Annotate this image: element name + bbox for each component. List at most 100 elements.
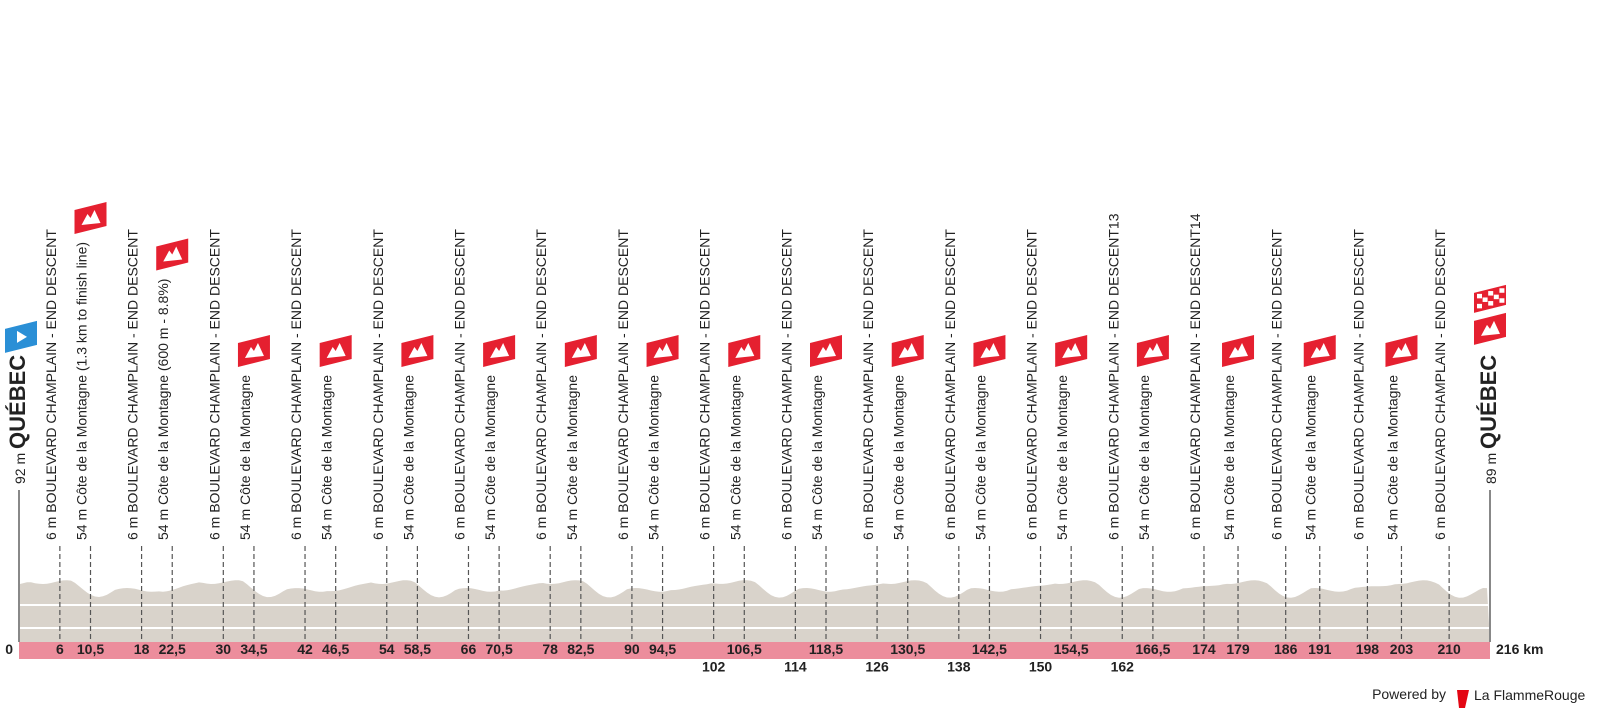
km-label: 154,5 (1054, 641, 1089, 657)
waypoint-label: 6 m BOULEVARD CHAMPLAIN - END DESCENT (697, 229, 713, 540)
km-label: 166,5 (1135, 641, 1170, 657)
climb-icon (1055, 335, 1088, 367)
waypoint-label: 6 m BOULEVARD CHAMPLAIN - END DESCENT (1432, 229, 1448, 540)
km-bar (19, 642, 1490, 659)
km-label: 130,5 (890, 641, 925, 657)
km-label: 138 (947, 659, 971, 675)
mountain (898, 343, 918, 358)
km-label: 30 (216, 641, 232, 657)
mountain (1229, 343, 1249, 358)
km-label: 162 (1111, 659, 1135, 675)
climb-icon (1222, 335, 1255, 367)
waypoint-label: 54 m Côte de la Montagne (1384, 375, 1400, 540)
brand-logo (1457, 690, 1469, 708)
waypoint-label: 6 m BOULEVARD CHAMPLAIN - END DESCENT (1024, 229, 1040, 540)
km-label: 94,5 (649, 641, 676, 657)
waypoint-label: 6 m BOULEVARD CHAMPLAIN - END DESCENT (778, 229, 794, 540)
climb-icon (483, 335, 516, 367)
climb-icon (1474, 312, 1506, 345)
waypoint-label: 54 m Côte de la Montagne (482, 375, 498, 540)
km-label: 126 (865, 659, 889, 675)
check (1493, 294, 1499, 300)
waypoint-label: 6 m BOULEVARD CHAMPLAIN - END DESCENT (1269, 229, 1285, 540)
climb-icon (319, 335, 352, 367)
waypoint-label: 6 m BOULEVARD CHAMPLAIN - END DESCENT (1350, 229, 1366, 540)
climb-icon (1136, 335, 1169, 367)
check (1499, 298, 1505, 303)
waypoint-label: 6 m BOULEVARD CHAMPLAIN - END DESCENT (43, 229, 59, 540)
waypoint-label: 54 m Côte de la Montagne (891, 375, 907, 540)
km-label: 186 (1274, 641, 1298, 657)
climb-icon (401, 335, 434, 367)
km-label: 174 (1192, 641, 1216, 657)
km-label: 54 (379, 641, 395, 657)
waypoint-label: 6 m BOULEVARD CHAMPLAIN - END DESCENT (451, 229, 467, 540)
waypoint-label: 6 m BOULEVARD CHAMPLAIN - END DESCENT (125, 229, 141, 540)
waypoint-label: 54 m Côte de la Montagne (564, 375, 580, 540)
climb-icon (1303, 335, 1336, 367)
km-label: 90 (624, 641, 640, 657)
mountain (817, 343, 837, 358)
waypoint-label: 6 m BOULEVARD CHAMPLAIN - END DESCENT (288, 229, 304, 540)
waypoint-label: 54 m Côte de la Montagne (400, 375, 416, 540)
waypoint-label: 6 m BOULEVARD CHAMPLAIN - END DESCENT (860, 229, 876, 540)
climb-icon (74, 201, 107, 234)
km-label: 46,5 (322, 641, 349, 657)
check (1477, 303, 1482, 309)
waypoint-label: 54 m Côte de la Montagne (1136, 375, 1152, 540)
waypoint-label: 54 m Côte de la Montagne (1054, 375, 1070, 540)
climb-icon (728, 335, 761, 367)
climb-icon (1385, 335, 1418, 367)
km-label: 22,5 (159, 641, 186, 657)
km-label: 210 (1437, 641, 1461, 657)
km-label: 78 (542, 641, 558, 657)
km-label: 150 (1029, 659, 1053, 675)
play (17, 330, 27, 343)
climb-icon (237, 335, 270, 367)
mountain (1310, 343, 1330, 358)
check (1488, 301, 1494, 306)
mountain (980, 343, 1000, 358)
start-icon (5, 320, 37, 353)
waypoint-label: 6 m BOULEVARD CHAMPLAIN - END DESCENT (615, 229, 631, 540)
km-label: 179 (1226, 641, 1250, 657)
elevation-area (19, 580, 1490, 642)
km-label: 58,5 (404, 641, 431, 657)
km-label: 6 (56, 641, 64, 657)
climb-icon (646, 335, 679, 367)
waypoint-label: 54 m Côte de la Montagne (237, 375, 253, 540)
km-label: 118,5 (809, 641, 843, 657)
km-label: 66 (461, 641, 477, 657)
start-label: 92 m QUÉBEC (5, 355, 30, 484)
waypoint-label: 54 m Côte de la Montagne (809, 375, 825, 540)
climb-icon (156, 238, 189, 271)
mountain (326, 343, 346, 358)
waypoint-label: 54 m Côte de la Montagne (646, 375, 662, 540)
check (1499, 288, 1505, 293)
waypoint-label: 54 m Côte de la Montagne (600 m - 8.8%) (155, 279, 171, 540)
mountain (490, 343, 510, 358)
brand-name: La FlammeRouge (1474, 687, 1585, 703)
waypoint-label: 6 m BOULEVARD CHAMPLAIN - END DESCENT13 (1105, 213, 1121, 540)
waypoint-label: 6 m BOULEVARD CHAMPLAIN - END DESCENT14 (1187, 213, 1203, 540)
start-name: QUÉBEC (5, 355, 30, 449)
km-label: 114 (784, 659, 807, 675)
check (1482, 297, 1488, 302)
mountain (1143, 343, 1163, 358)
km-label: 102 (702, 659, 726, 675)
waypoint-label: 6 m BOULEVARD CHAMPLAIN - END DESCENT (370, 229, 386, 540)
powered-by: Powered by (1372, 686, 1446, 702)
waypoint-label: 54 m Côte de la Montagne (972, 375, 988, 540)
mountain (1392, 343, 1412, 358)
waypoint-label: 54 m Côte de la Montagne (1.3 km to fini… (74, 242, 90, 540)
waypoint-label: 6 m BOULEVARD CHAMPLAIN - END DESCENT (942, 229, 958, 540)
km-label: 198 (1356, 641, 1380, 657)
km-label: 34,5 (240, 641, 267, 657)
mountain (408, 343, 428, 358)
mountain (571, 343, 591, 358)
mountain (653, 343, 673, 358)
check (1477, 293, 1482, 299)
check (1488, 291, 1494, 296)
waypoint-label: 6 m BOULEVARD CHAMPLAIN - END DESCENT (206, 229, 222, 540)
